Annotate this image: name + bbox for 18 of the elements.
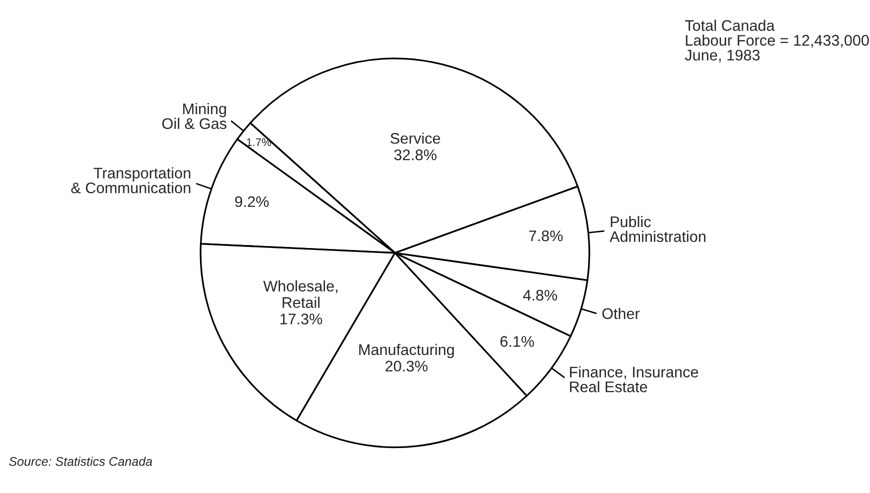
data-label: 9.2% — [235, 196, 269, 208]
slice-label: Other — [602, 308, 640, 320]
slice-label: Transportation & Communication — [71, 167, 190, 194]
text: Total Canada Labour Force = 12,433,000 June, 1983 — [684, 20, 869, 62]
slice-label: Service — [390, 132, 440, 144]
data-label: 1.7% — [246, 138, 272, 146]
slice-label: Manufacturing — [359, 344, 454, 358]
source-note: Source: Statistics Canada — [9, 456, 152, 466]
data-label: 6.1% — [500, 336, 534, 347]
data-label: 32.8% — [394, 149, 436, 160]
slice-label: Finance, Insurance Real Estate — [570, 366, 698, 392]
data-label: 20.3% — [386, 360, 428, 372]
data-label: 7.8% — [529, 230, 563, 242]
slice-label: Wholesale, Retail — [263, 280, 338, 308]
slice-label: Mining Oil & Gas — [162, 103, 226, 130]
slice-label: Public Administration — [610, 216, 706, 242]
data-label: 17.3% — [280, 314, 322, 324]
data-label: 4.8% — [523, 290, 558, 301]
